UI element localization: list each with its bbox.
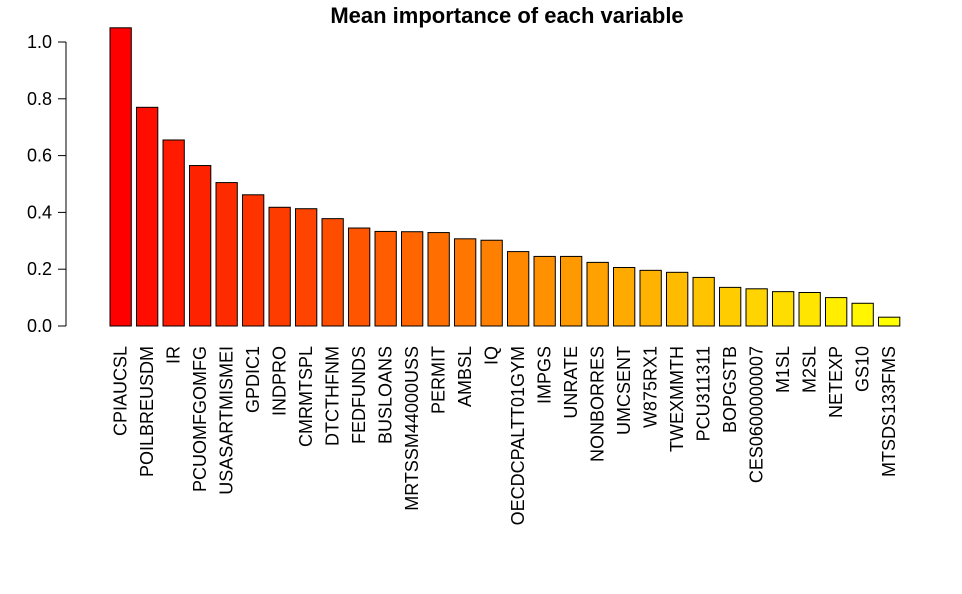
x-tick-label: POILBREUSDM [137,346,157,477]
bar-bopgstb [719,286,742,327]
y-tick-label: 0.6 [27,146,52,166]
bar-unrate [560,255,583,327]
x-tick-label: PERMIT [429,346,449,414]
bar-ambsl [454,238,477,327]
bar-impgs [533,255,556,327]
bar-mrtssm44000uss [401,231,424,327]
bar-ir [162,139,185,327]
bar-iq [480,239,503,327]
bar-usasartmismei [215,182,238,327]
x-tick-label: UNRATE [561,346,581,419]
x-tick-label: M2SL [800,346,820,393]
bar-cmrmtspl [295,208,318,327]
bar-mtsds133fms [878,316,901,327]
bar-nonborres [586,261,609,327]
bar-permit [427,232,450,327]
bar-netexp [825,297,848,327]
bar-ces0600000007 [745,288,768,327]
bar-gs10 [851,302,874,327]
bar-twexmmth [666,271,689,327]
bar-busloans [374,230,397,327]
y-tick-label: 0.2 [27,259,52,279]
x-tick-label: USASARTMISMEI [217,346,237,495]
y-tick-label: 1.0 [27,32,52,52]
bar-dtcthfnm [321,218,344,327]
bar-m2sl [798,291,821,327]
y-tick-label: 0.8 [27,89,52,109]
bar-fedfunds [348,227,371,327]
x-tick-label: CMRMTSPL [296,346,316,447]
y-axis: 0.0 0.2 0.4 0.6 0.8 1.0 [27,32,67,336]
bar-gpdic1 [242,194,265,327]
bar-cpiaucsl [109,27,132,327]
bar-w875rx1 [639,269,662,327]
x-tick-label: PCU311311 [694,346,714,441]
x-tick-label: IQ [482,346,502,365]
y-tick-label: 0.4 [27,202,52,222]
x-tick-label: UMCSENT [614,346,634,435]
x-tick-label: MRTSSM44000USS [402,346,422,511]
x-tick-label: INDPRO [270,346,290,416]
y-tick-label: 0.0 [27,316,52,336]
x-tick-label: M1SL [773,346,793,393]
x-tick-label: AMBSL [455,346,475,407]
bar-pcuomfgomfg [189,165,212,327]
x-tick-label: NONBORRES [588,346,608,462]
chart-title: Mean importance of each variable [330,3,683,28]
bars-group [109,27,901,327]
x-tick-label: FEDFUNDS [349,346,369,444]
x-tick-label: IR [164,346,184,364]
x-tick-label: CES0600000007 [747,346,767,483]
bar-poilbreusdm [136,106,159,327]
x-tick-label: OECDCPALTT01GYM [508,346,528,525]
x-tick-label: GS10 [853,346,873,392]
bar-oecdcpaltt01gym [507,251,530,327]
x-tick-label: CPIAUCSL [111,346,131,436]
x-tick-label: TWEXMMTH [667,346,687,452]
x-tick-label: IMPGS [535,346,555,404]
x-tick-label: BUSLOANS [376,346,396,444]
x-tick-label: GPDIC1 [243,346,263,413]
bar-indpro [268,206,291,327]
bar-pcu311311 [692,276,715,327]
x-tick-label: PCUOMFGOMFG [190,346,210,492]
category-labels: CPIAUCSL POILBREUSDM IR PCUOMFGOMFG USASARTM… [111,346,900,525]
x-tick-label: W875RX1 [641,346,661,428]
x-tick-label: DTCTHFNM [323,346,343,446]
x-tick-label: MTSDS133FMS [879,346,899,477]
x-tick-label: NETEXP [826,346,846,418]
bar-umcsent [613,266,636,327]
bar-m1sl [772,291,795,327]
x-tick-label: BOPGSTB [720,346,740,433]
